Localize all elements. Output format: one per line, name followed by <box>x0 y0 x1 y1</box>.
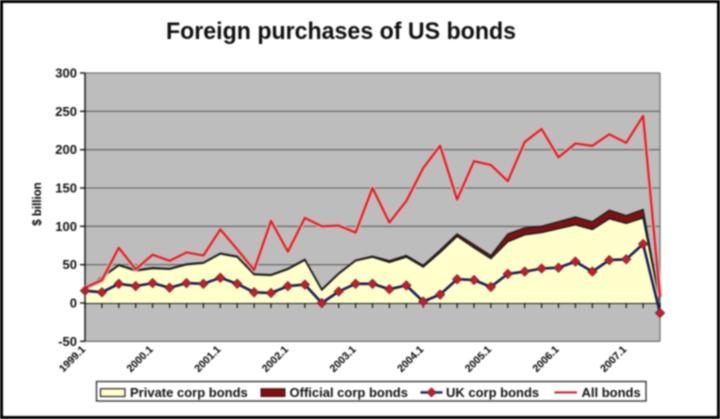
svg-text:300: 300 <box>55 66 77 81</box>
svg-text:0: 0 <box>70 296 77 311</box>
svg-text:$ billion: $ billion <box>32 182 44 225</box>
svg-text:100: 100 <box>55 219 77 234</box>
svg-text:200: 200 <box>55 142 77 157</box>
svg-text:Foreign purchases of US bonds: Foreign purchases of US bonds <box>166 18 516 45</box>
svg-text:Official corp bonds: Official corp bonds <box>290 385 408 400</box>
svg-text:-50: -50 <box>58 334 77 349</box>
svg-text:All bonds: All bonds <box>582 385 641 400</box>
svg-text:150: 150 <box>55 181 77 196</box>
svg-text:50: 50 <box>63 257 77 272</box>
svg-text:250: 250 <box>55 104 77 119</box>
svg-text:UK corp bonds: UK corp bonds <box>446 385 539 400</box>
svg-text:Private corp bonds: Private corp bonds <box>130 385 248 400</box>
